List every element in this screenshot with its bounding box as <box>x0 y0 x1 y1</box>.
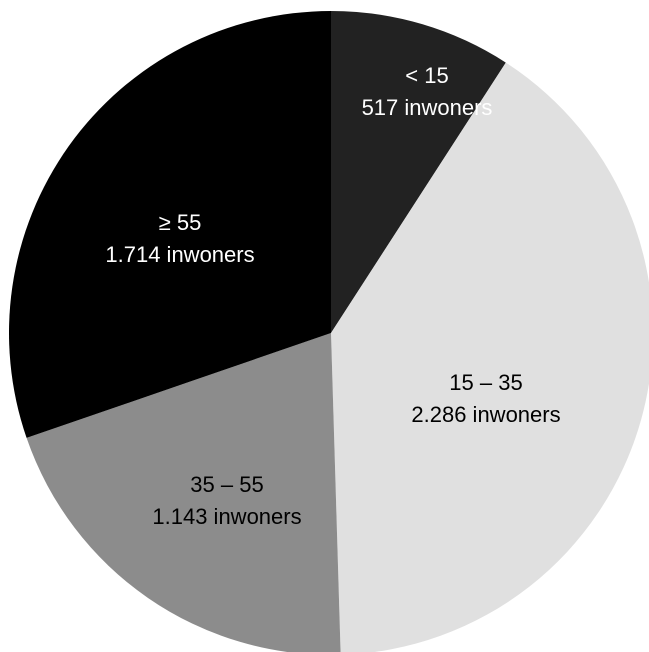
pie-slice-3 <box>26 333 341 652</box>
slice-category-label: < 15 <box>405 63 448 88</box>
slice-value-label: 2.286 inwoners <box>411 402 560 427</box>
pie-slice-label-3: 35 – 55 1.143 inwoners <box>152 472 301 529</box>
slice-category-label: 15 – 35 <box>449 370 522 395</box>
slice-category-label: 35 – 55 <box>190 472 263 497</box>
pie-slice-label-1: < 15 517 inwoners <box>362 63 493 120</box>
pie-slices <box>8 11 649 652</box>
pie-slice-label-4: ≥ 55 1.714 inwoners <box>105 210 254 267</box>
slice-value-label: 517 inwoners <box>362 95 493 120</box>
pie-slice-1 <box>331 11 506 333</box>
slice-category-label: ≥ 55 <box>159 210 202 235</box>
slice-value-label: 1.714 inwoners <box>105 242 254 267</box>
pie-slice-label-2: 15 – 35 2.286 inwoners <box>411 370 560 427</box>
pie-slice-4 <box>8 11 331 438</box>
slice-value-label: 1.143 inwoners <box>152 504 301 529</box>
pie-labels: < 15 517 inwoners 15 – 35 2.286 inwoners 35 … <box>105 63 560 529</box>
pie-slice-2 <box>331 62 649 652</box>
